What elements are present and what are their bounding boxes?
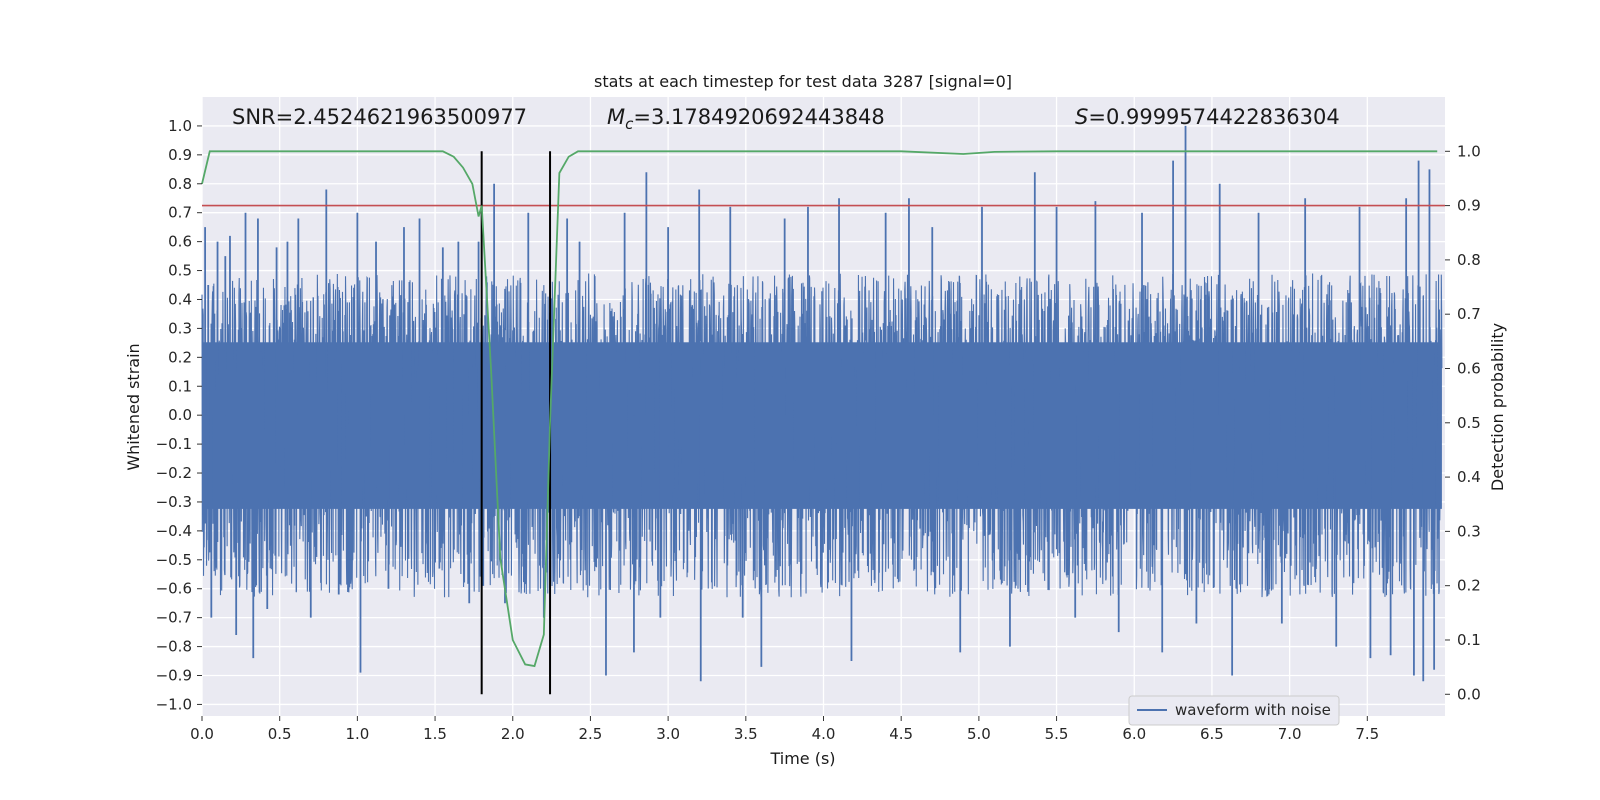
legend-box <box>1128 695 1340 726</box>
x-axis-title: Time (s) <box>769 749 835 768</box>
y2-tick-label: 1.0 <box>1457 142 1481 160</box>
x-axis-ticks: 0.0 0.5 1.0 1.5 2.0 2.5 3.0 3.5 4.0 4.5 5.0 5.5 6.0 6… <box>190 716 1379 743</box>
y-tick-label: −0.4 <box>156 522 192 540</box>
y-tick-label: −0.2 <box>156 464 192 482</box>
y-tick-label: −0.9 <box>156 667 192 685</box>
chirp-mass-annotation: Mc=3.1784920692443848 <box>607 105 885 133</box>
detection-probability-line <box>201 150 1438 668</box>
x-tick-label: 2.0 <box>501 725 525 743</box>
x-tick-label: 4.0 <box>812 725 836 743</box>
y-tick-label: 0.7 <box>168 204 192 222</box>
y-tick-label: 0.0 <box>168 406 192 424</box>
x-tick-label: 3.5 <box>734 725 758 743</box>
s-annotation: S=0.9999574422836304 <box>1075 105 1340 129</box>
waveform-series <box>201 125 1443 682</box>
x-tick-label: 0.0 <box>190 725 214 743</box>
y-axis-title: Whitened strain <box>124 343 143 470</box>
y-axis-ticks: −1.0 −0.9 −0.8 −0.7 −0.6 −0.5 −0.4 −0.3 −0.2 −0.1… <box>156 117 202 713</box>
s-symbol: S <box>1075 105 1088 129</box>
y2-tick-label: 0.1 <box>1457 631 1481 649</box>
chirp-mass-symbol: M <box>607 105 625 129</box>
y2-axis-title: Detection probability <box>1488 323 1507 491</box>
legend: waveform with noise <box>1128 695 1340 726</box>
y-tick-label: 0.4 <box>168 290 192 308</box>
y-tick-label: −0.7 <box>156 609 192 627</box>
y2-tick-label: 0.8 <box>1457 251 1481 269</box>
detection-probability-series <box>201 150 1438 668</box>
x-tick-label: 4.5 <box>889 725 913 743</box>
y2-tick-label: 0.3 <box>1457 522 1481 540</box>
x-tick-label: 3.0 <box>656 725 680 743</box>
y-tick-label: −0.5 <box>156 551 192 569</box>
y2-tick-label: 0.2 <box>1457 577 1481 595</box>
chirp-mass-value: =3.1784920692443848 <box>633 105 884 129</box>
chirp-mass-subscript: c <box>625 115 634 133</box>
y2-tick-label: 0.5 <box>1457 414 1481 432</box>
y-tick-label: −1.0 <box>156 695 192 713</box>
y-tick-label: −0.8 <box>156 638 192 656</box>
x-tick-label: 7.0 <box>1278 725 1302 743</box>
y2-tick-label: 0.4 <box>1457 468 1481 486</box>
y-tick-label: 0.5 <box>168 262 192 280</box>
s-value: =0.9999574422836304 <box>1088 105 1339 129</box>
y2-tick-label: 0.7 <box>1457 305 1481 323</box>
x-tick-label: 1.0 <box>345 725 369 743</box>
y-tick-label: 1.0 <box>168 117 192 135</box>
x-tick-label: 0.5 <box>268 725 292 743</box>
y-tick-label: 0.9 <box>168 146 192 164</box>
y-tick-label: 0.1 <box>168 377 192 395</box>
y2-axis-ticks: 0.0 0.1 0.2 0.3 0.4 0.5 0.6 0.7 0.8 0.9 1.0 <box>1445 142 1481 703</box>
x-tick-label: 2.5 <box>579 725 603 743</box>
y-tick-label: −0.3 <box>156 493 192 511</box>
x-tick-label: 1.5 <box>423 725 447 743</box>
y-tick-label: −0.1 <box>156 435 192 453</box>
y2-tick-label: 0.6 <box>1457 359 1481 377</box>
y-tick-label: 0.6 <box>168 233 192 251</box>
x-tick-label: 5.0 <box>967 725 991 743</box>
y-tick-label: 0.3 <box>168 319 192 337</box>
y-tick-label: 0.8 <box>168 175 192 193</box>
x-tick-label: 7.5 <box>1355 725 1379 743</box>
x-tick-label: 5.5 <box>1045 725 1069 743</box>
y2-tick-label: 0.9 <box>1457 197 1481 215</box>
waveform-line <box>201 273 1443 598</box>
snr-annotation: SNR=2.4524621963500977 <box>232 105 527 129</box>
legend-label-waveform: waveform with noise <box>1175 701 1331 719</box>
y2-tick-label: 0.0 <box>1457 685 1481 703</box>
y-tick-label: −0.6 <box>156 580 192 598</box>
x-tick-label: 6.5 <box>1200 725 1224 743</box>
chart-title: stats at each timestep for test data 328… <box>594 72 1012 91</box>
y-tick-label: 0.2 <box>168 348 192 366</box>
x-tick-label: 6.0 <box>1122 725 1146 743</box>
